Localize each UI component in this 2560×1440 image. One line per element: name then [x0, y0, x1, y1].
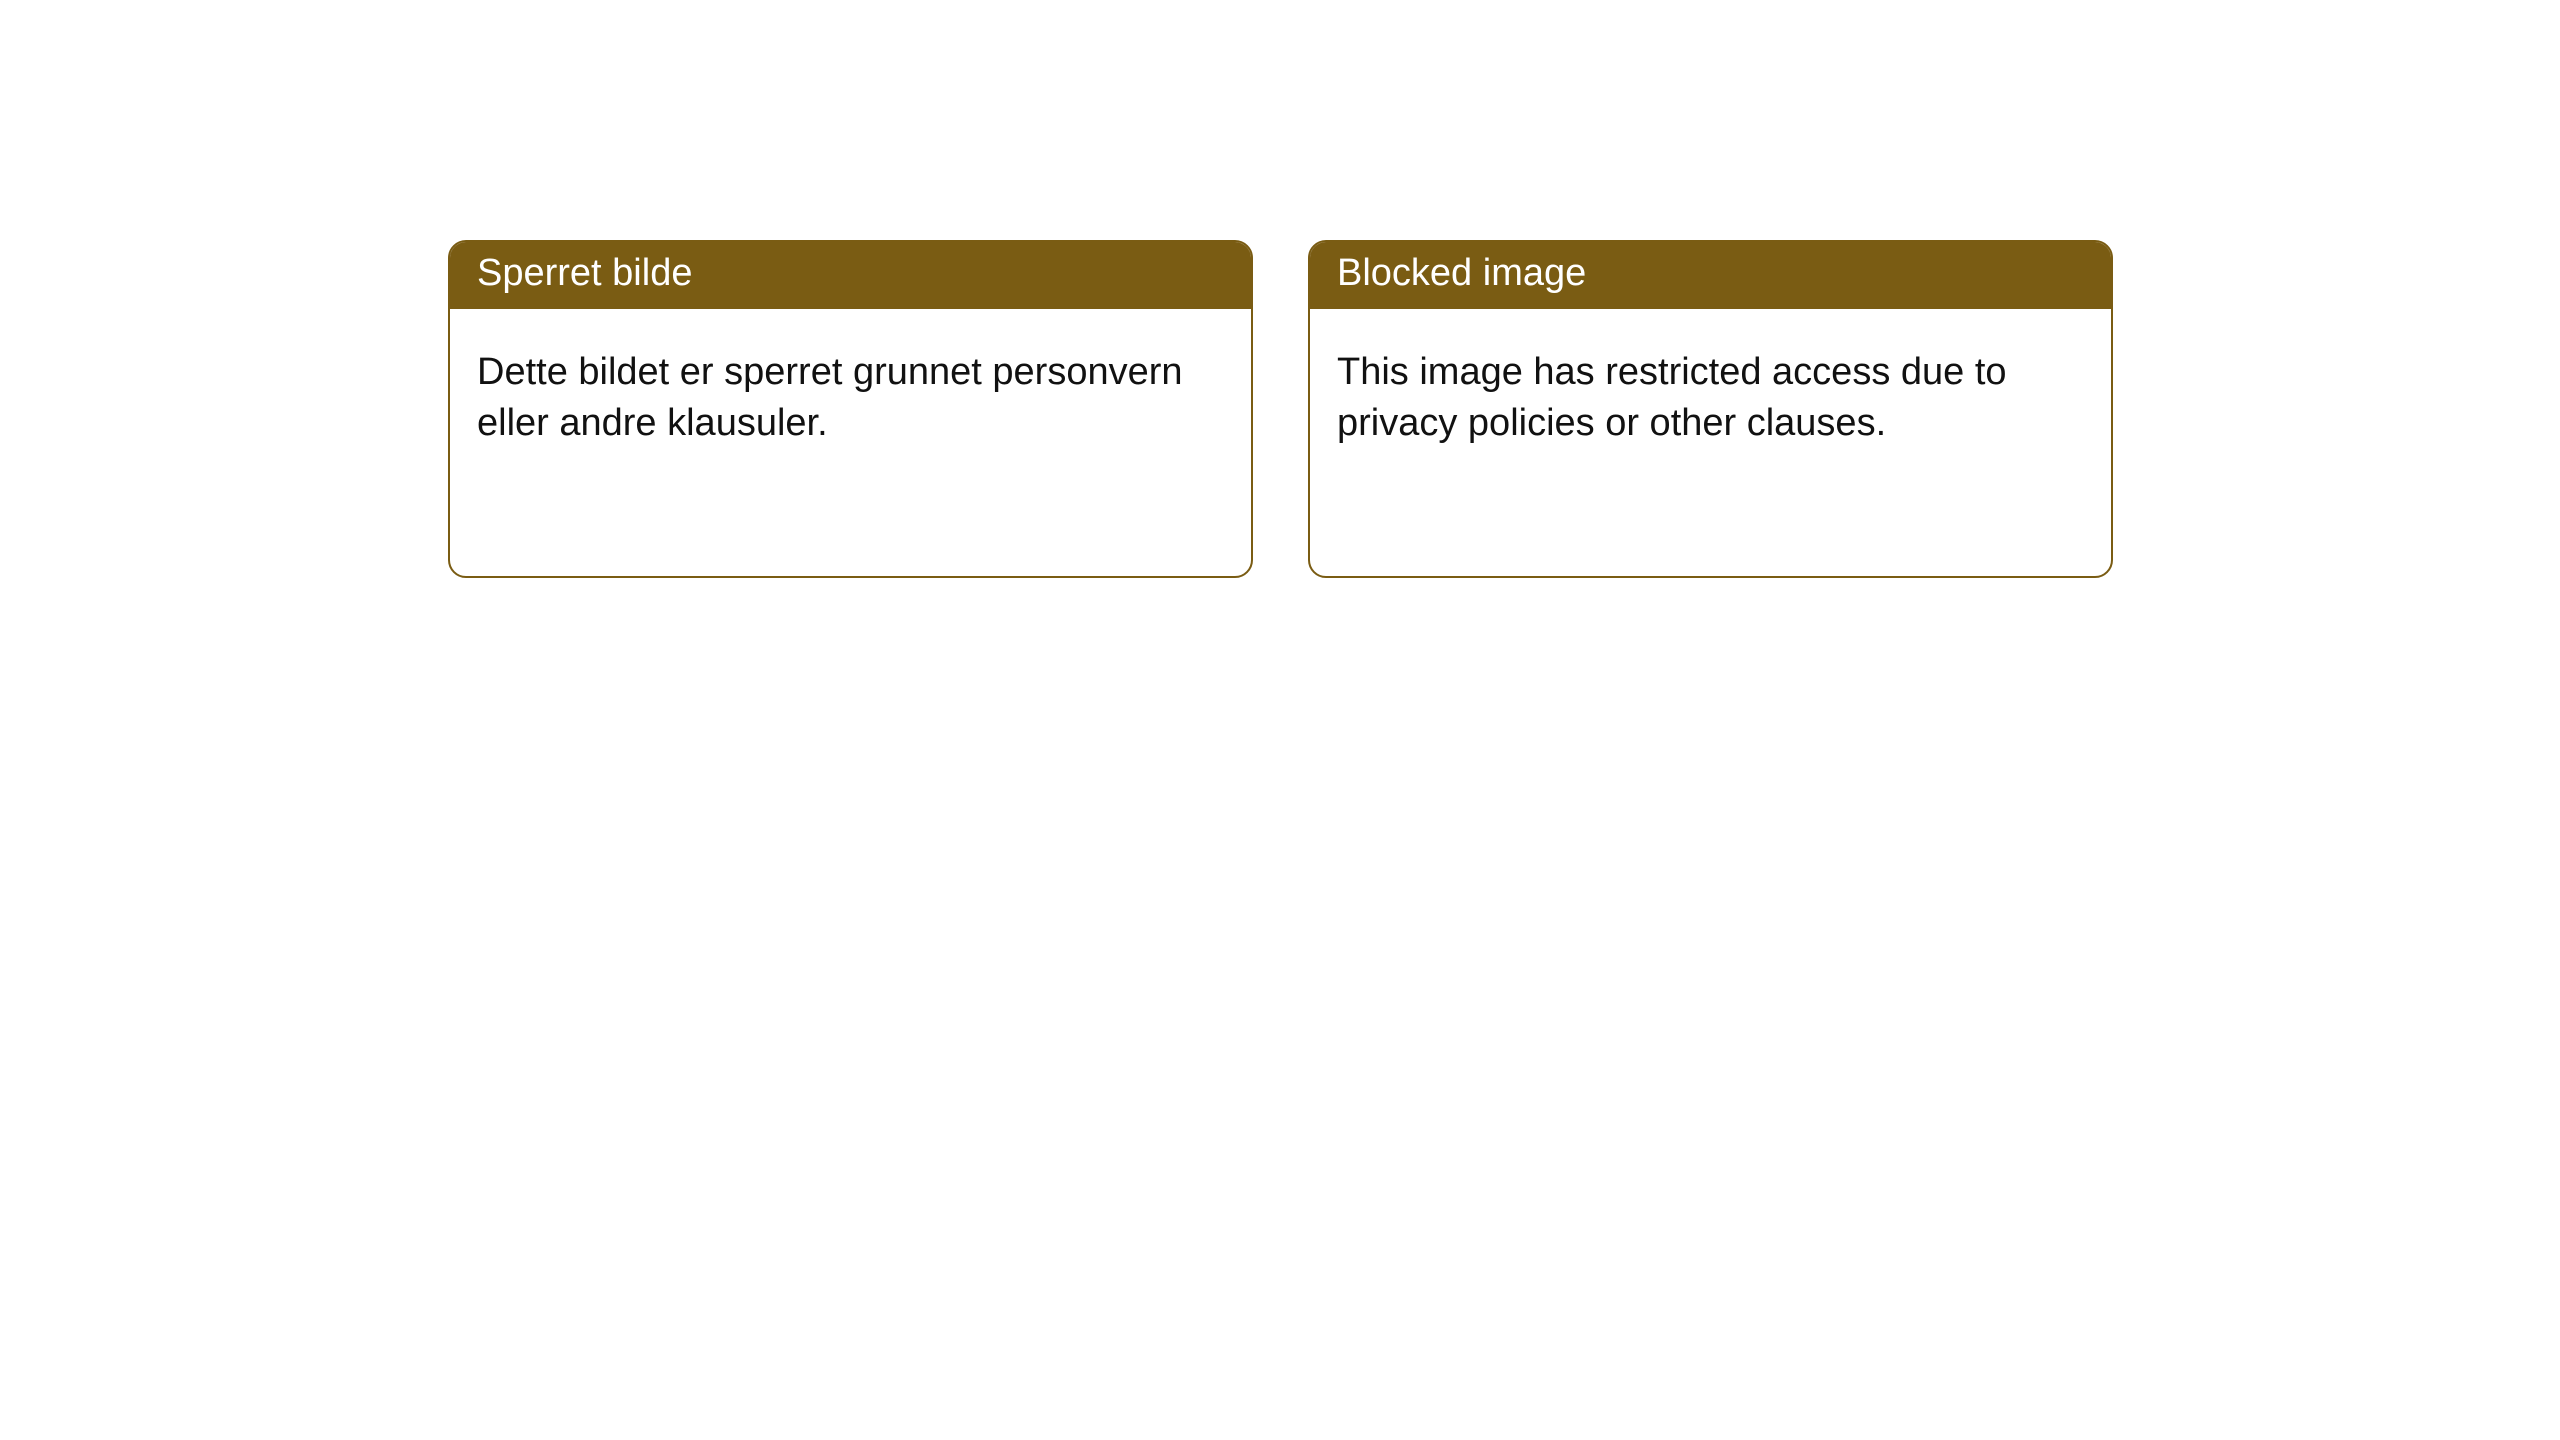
notice-header: Blocked image [1310, 242, 2111, 309]
notice-box-english: Blocked image This image has restricted … [1308, 240, 2113, 578]
notice-body: Dette bildet er sperret grunnet personve… [450, 309, 1251, 477]
notice-body: This image has restricted access due to … [1310, 309, 2111, 477]
notice-box-norwegian: Sperret bilde Dette bildet er sperret gr… [448, 240, 1253, 578]
notice-container: Sperret bilde Dette bildet er sperret gr… [0, 0, 2560, 578]
notice-header: Sperret bilde [450, 242, 1251, 309]
